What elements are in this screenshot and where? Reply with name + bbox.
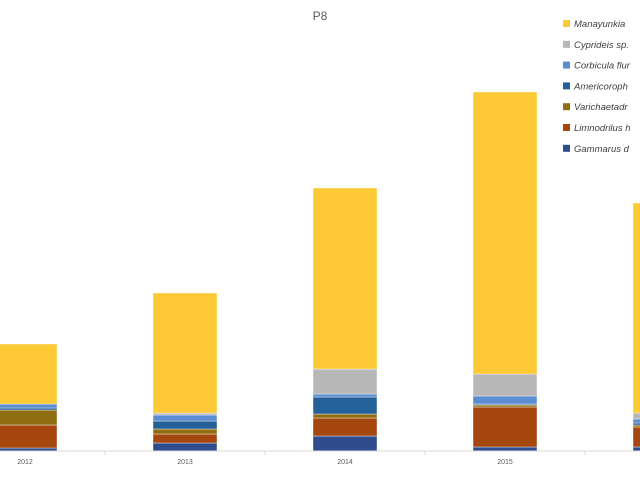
legend-label-4: Varichaetadr <box>574 102 628 113</box>
bar-segment-3-1 <box>472 406 538 448</box>
bar-segment-2-3 <box>312 396 378 415</box>
x-axis-ticks: 2012 2013 2014 2015 <box>17 451 586 466</box>
legend-swatch-2 <box>563 61 570 69</box>
bar-segment-4-4 <box>632 418 640 424</box>
legend-swatch-0 <box>563 20 570 27</box>
bar-segment-0-6 <box>0 343 58 405</box>
legend: Manayunkia Cyprideis sp. Corbicula flur Ame… <box>563 19 631 155</box>
legend-label-0: Manayunkia <box>574 19 625 30</box>
bar-segment-4-3 <box>632 422 640 426</box>
bar-segment-4-5 <box>632 412 640 420</box>
bar-segment-2-5 <box>312 368 378 395</box>
legend-swatch-1 <box>563 40 570 48</box>
legend-label-1: Cyprideis sp. <box>574 40 629 51</box>
bar-segment-4-2 <box>632 424 640 428</box>
bar-segment-3-4 <box>472 395 538 405</box>
bar-segment-2-2 <box>312 413 378 419</box>
bar-segment-3-0 <box>472 446 538 452</box>
bar-segment-4-1 <box>632 426 640 448</box>
bar-segment-0-1 <box>0 424 58 449</box>
x-tick-label-0: 2012 <box>17 459 33 466</box>
bar-segment-1-6 <box>152 292 218 414</box>
legend-swatch-3 <box>563 82 570 90</box>
bar-segment-1-4 <box>152 414 218 422</box>
bar-segment-4-6 <box>632 202 640 414</box>
bar-segment-1-3 <box>152 420 218 430</box>
x-tick-label-2: 2014 <box>337 459 353 466</box>
bar-segment-3-2 <box>472 404 538 408</box>
x-tick-label-1: 2013 <box>177 459 193 466</box>
legend-label-5: Limnodrilus h <box>574 123 631 134</box>
bar-segment-1-5 <box>152 412 218 416</box>
bar-segment-1-1 <box>152 433 218 444</box>
legend-label-2: Corbicula flur <box>574 61 631 72</box>
bar-segment-2-4 <box>312 393 378 398</box>
legend-swatch-5 <box>563 124 570 131</box>
chart-title: P8 <box>313 9 328 23</box>
bar-segment-0-2 <box>0 409 58 426</box>
legend-label-6: Gammarus d <box>574 144 630 155</box>
bar-segment-2-1 <box>312 417 378 437</box>
bar-segment-0-4 <box>0 403 58 409</box>
bar-segment-1-2 <box>152 428 218 435</box>
x-tick-label-3: 2015 <box>497 459 513 466</box>
bar-segment-0-3 <box>0 407 58 411</box>
bar-segment-4-0 <box>632 446 640 452</box>
bar-segment-2-0 <box>312 435 378 452</box>
legend-swatch-4 <box>563 103 570 111</box>
bar-segment-3-6 <box>472 91 538 375</box>
legend-label-3: Americoroph <box>573 81 628 92</box>
bar-segment-3-5 <box>472 373 538 397</box>
bar-segment-2-6 <box>312 187 378 370</box>
bars-layer <box>0 91 640 452</box>
legend-swatch-6 <box>563 144 570 152</box>
bar-segment-1-0 <box>152 442 218 452</box>
